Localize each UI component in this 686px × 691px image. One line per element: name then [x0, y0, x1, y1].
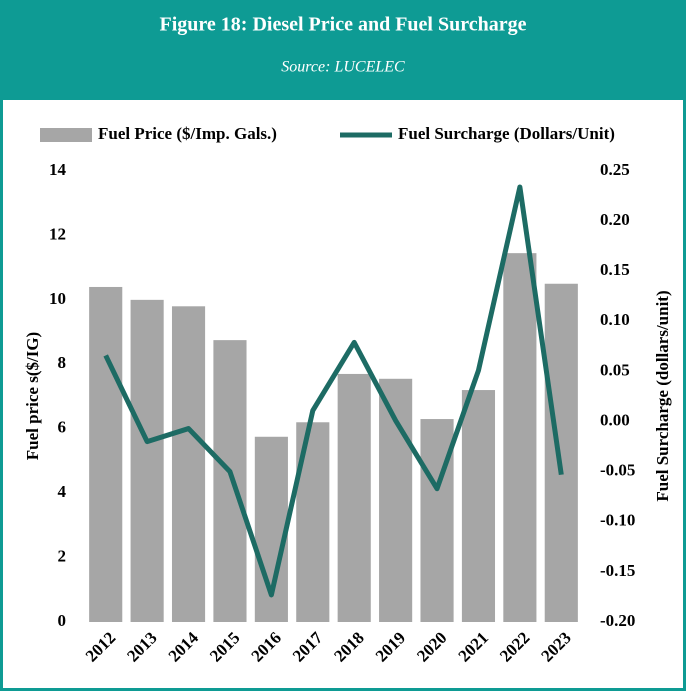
- y-tick-label: 12: [49, 224, 66, 243]
- y-tick-label: 6: [58, 418, 67, 437]
- bar: [130, 299, 164, 622]
- line: [103, 184, 564, 598]
- y2-tick-label: 0.00: [600, 410, 630, 429]
- y-tick-label: 10: [49, 289, 66, 308]
- chart-subtitle: Source: LUCELEC: [281, 59, 405, 76]
- bar: [337, 373, 371, 622]
- bar: [503, 253, 537, 622]
- y2-tick-label: 0.25: [600, 160, 630, 179]
- y2-tick-label: -0.10: [600, 511, 635, 530]
- y-tick-label: 0: [58, 611, 67, 630]
- y2-tick-label: 0.20: [600, 210, 630, 229]
- y2-tick-label: 0.15: [600, 260, 630, 279]
- y2-tick-label: 0.10: [600, 310, 630, 329]
- y-tick-label: 14: [49, 160, 67, 179]
- bar: [171, 306, 206, 622]
- legend-label: Fuel Price ($/Imp. Gals.): [98, 124, 277, 143]
- y-axis-title: Fuel price s($/IG): [23, 332, 42, 460]
- y-tick-label: 4: [58, 482, 67, 501]
- y2-axis-title: Fuel Surcharge (dollars/unit): [653, 290, 672, 501]
- y2-tick-label: -0.05: [600, 461, 635, 480]
- legend-label: Fuel Surcharge (Dollars/Unit): [398, 124, 615, 143]
- legend-swatch: [40, 128, 92, 142]
- header: [0, 0, 686, 100]
- y-tick-label: 8: [58, 353, 67, 372]
- y2-tick-label: -0.20: [600, 611, 635, 630]
- y-tick-label: 2: [58, 546, 67, 565]
- bar: [89, 286, 123, 622]
- chart-title: Figure 18: Diesel Price and Fuel Surchar…: [160, 14, 527, 36]
- bar: [213, 340, 247, 622]
- bar: [544, 283, 578, 622]
- y2-tick-label: 0.05: [600, 360, 630, 379]
- bar: [461, 390, 496, 622]
- y2-tick-label: -0.15: [600, 561, 635, 580]
